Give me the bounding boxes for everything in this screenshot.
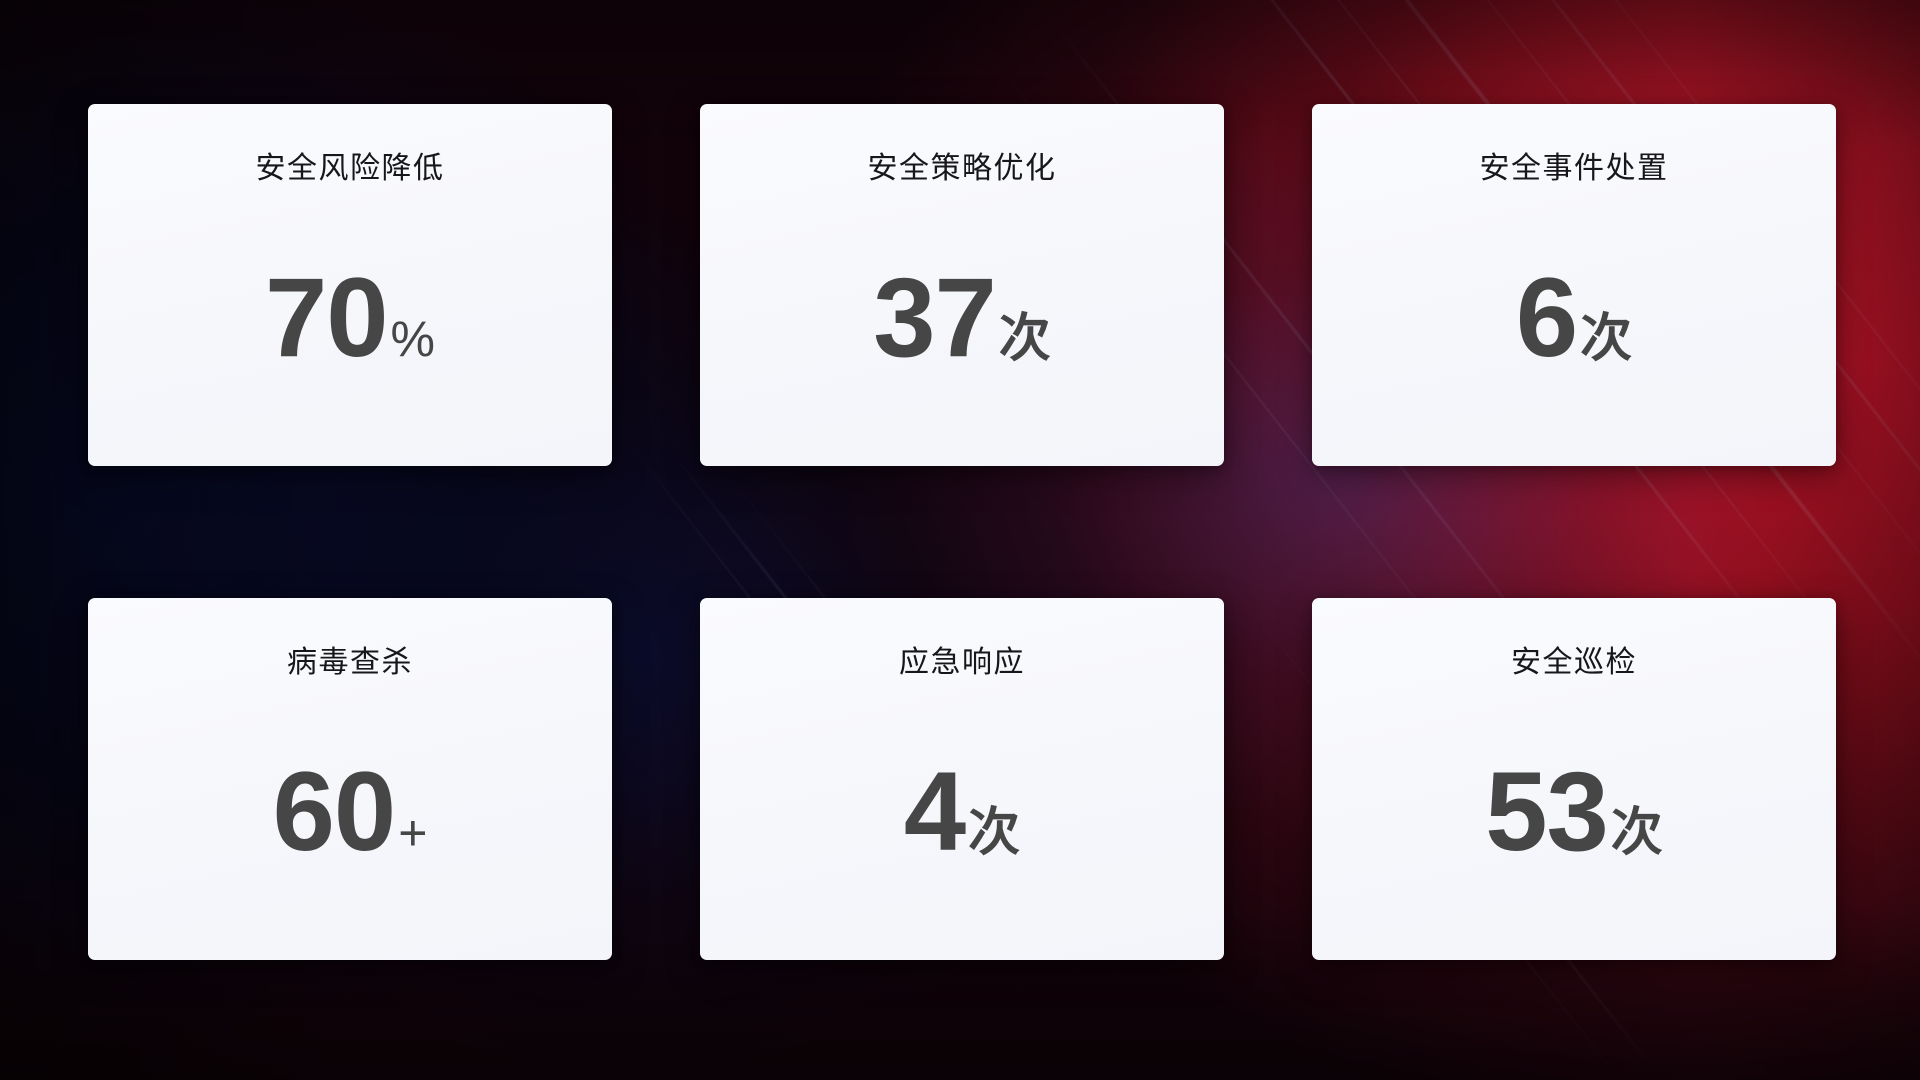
- metric-card[interactable]: 病毒查杀 60 +: [88, 598, 612, 960]
- metric-unit: +: [398, 805, 428, 861]
- metric-unit: 次: [1610, 804, 1663, 862]
- metric-value-group: 70%: [265, 262, 435, 374]
- divider-gradient-bar: [1339, 218, 1809, 228]
- metric-card[interactable]: 安全巡检 53 次: [1312, 598, 1836, 960]
- metric-card-grid: 安全风险降低 70% 安全策略优化 37 次安全事件处置 6 次病毒查杀 60 + 应急响应 4 次安…: [88, 104, 1836, 960]
- metric-card-title: 安全事件处置: [1479, 152, 1669, 185]
- metric-unit: %: [390, 311, 436, 367]
- divider-gradient-bar: [727, 712, 1197, 722]
- divider-gradient-bar: [727, 218, 1197, 228]
- metric-card-title: 安全风险降低: [255, 152, 445, 185]
- metric-value: 70: [264, 255, 389, 380]
- metric-value: 4: [903, 749, 966, 874]
- metric-value-group: 60 +: [273, 756, 428, 868]
- metric-unit: 次: [1580, 310, 1633, 368]
- metric-card-title: 安全巡检: [1511, 646, 1637, 679]
- divider-gradient-bar: [115, 218, 585, 228]
- metric-card-title: 安全策略优化: [867, 152, 1057, 185]
- metric-value: 53: [1485, 749, 1609, 874]
- metric-card[interactable]: 安全策略优化 37 次: [700, 104, 1224, 466]
- metric-card-divider: [727, 712, 1197, 722]
- metric-value-group: 37 次: [873, 262, 1051, 374]
- metric-card-divider: [1339, 218, 1809, 228]
- metric-card-title: 应急响应: [899, 646, 1025, 679]
- metric-card[interactable]: 安全风险降低 70%: [88, 104, 612, 466]
- metric-value: 37: [873, 255, 997, 380]
- metric-value-group: 53 次: [1485, 756, 1663, 868]
- divider-gradient-bar: [1339, 712, 1809, 722]
- metric-value: 60: [272, 749, 397, 874]
- metric-unit: 次: [968, 804, 1021, 862]
- metric-card-divider: [115, 218, 585, 228]
- metric-card-divider: [115, 712, 585, 722]
- metric-card-divider: [727, 218, 1197, 228]
- metric-value: 6: [1515, 255, 1578, 380]
- metric-unit: 次: [998, 310, 1051, 368]
- divider-gradient-bar: [115, 712, 585, 722]
- metric-card[interactable]: 安全事件处置 6 次: [1312, 104, 1836, 466]
- metric-card-divider: [1339, 712, 1809, 722]
- metric-card-title: 病毒查杀: [287, 646, 413, 679]
- metric-card[interactable]: 应急响应 4 次: [700, 598, 1224, 960]
